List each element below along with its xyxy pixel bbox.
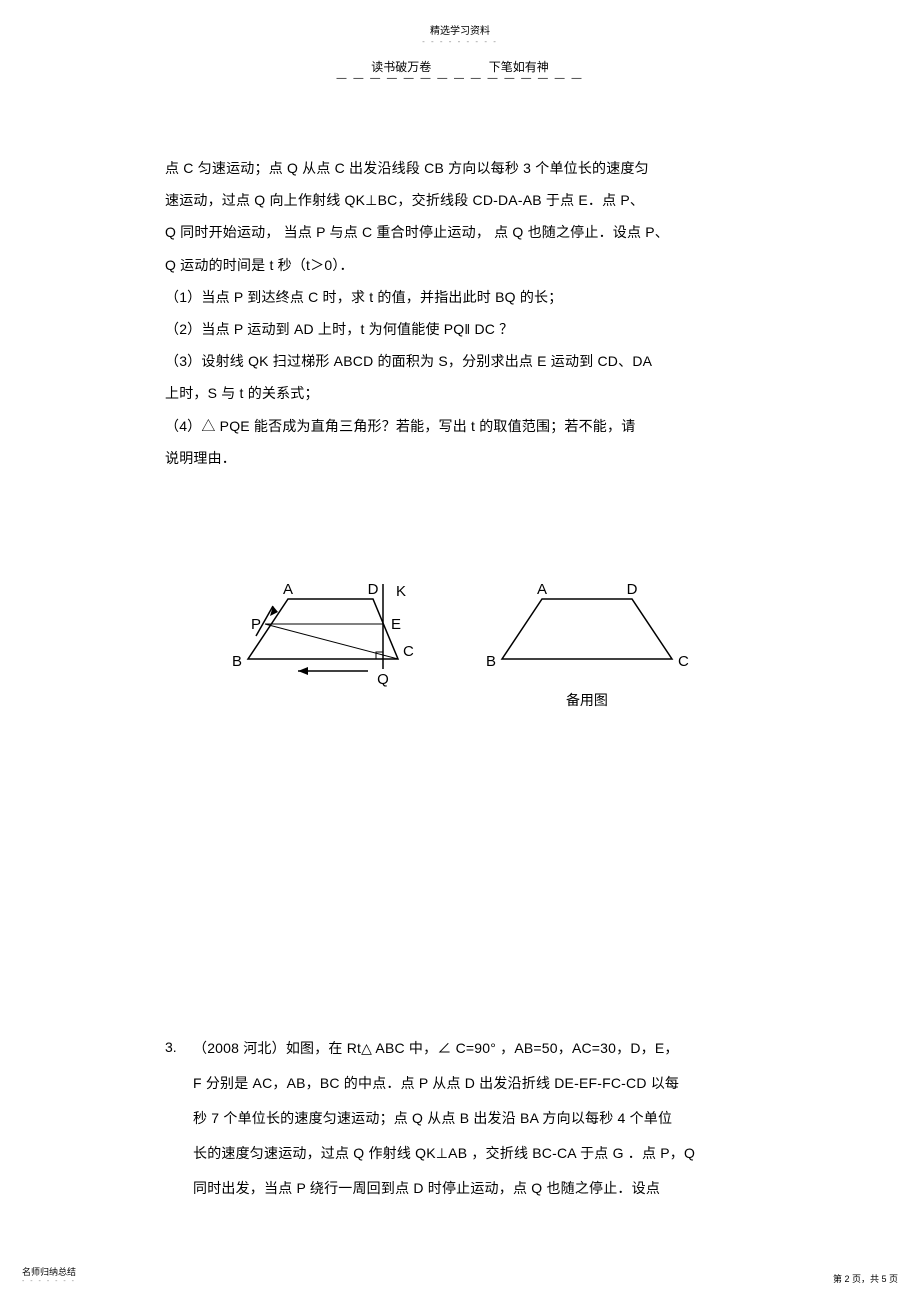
d1-label-C: C bbox=[403, 643, 414, 660]
body-line-3: Q 同时开始运动， 当点 P 与点 C 重合时停止运动， 点 Q 也随之停止．设… bbox=[165, 216, 755, 248]
p3-line-3: 秒 7 个单位长的速度匀速运动；点 Q 从点 B 出发沿 BA 方向以每秒 4 … bbox=[193, 1101, 755, 1136]
d2-label-B: B bbox=[486, 653, 496, 669]
p3-line-4: 长的速度匀速运动，过点 Q 作射线 QK⊥AB ，交折线 BC-CA 于点 G … bbox=[193, 1136, 755, 1171]
p3-line-5: 同时出发，当点 P 绕行一周回到点 D 时停止运动，点 Q 也随之停止．设点 bbox=[193, 1171, 755, 1206]
body-line-5: （1）当点 P 到达终点 C 时，求 t 的值，并指出此时 BQ 的长； bbox=[165, 281, 755, 313]
header-sub-right: 下笔如有神 bbox=[483, 60, 555, 74]
body-line-10: 说明理由． bbox=[165, 442, 755, 474]
diagram-1: A D K P E B C Q bbox=[228, 574, 438, 689]
body-line-9: （4）△ PQE 能否成为直角三角形？若能，写出 t 的取值范围；若不能，请 bbox=[165, 410, 755, 442]
header-dots: - - - - - - - - - bbox=[0, 37, 920, 46]
content-body: 点 C 匀速运动；点 Q 从点 C 出发沿线段 CB 方向以每秒 3 个单位长的… bbox=[0, 84, 920, 1206]
d1-label-E: E bbox=[391, 616, 401, 633]
d2-label-A: A bbox=[537, 581, 547, 598]
p3-line-2: F 分别是 AC，AB，BC 的中点．点 P 从点 D 出发沿折线 DE-EF-… bbox=[193, 1066, 755, 1101]
d2-label-C: C bbox=[678, 653, 689, 669]
body-line-7: （3）设射线 QK 扫过梯形 ABCD 的面积为 S，分别求出点 E 运动到 C… bbox=[165, 345, 755, 377]
d1-label-K: K bbox=[396, 583, 406, 600]
d2-label-D: D bbox=[627, 581, 638, 598]
p3-number: 3. bbox=[165, 1031, 193, 1206]
body-line-8: 上时，S 与 t 的关系式； bbox=[165, 377, 755, 409]
diagram-2: A D B C bbox=[482, 574, 692, 669]
header-top: 精选学习资料 bbox=[0, 0, 920, 37]
problem-3: 3. （2008 河北）如图，在 Rt△ ABC 中，∠ C=90° ，AB=5… bbox=[165, 1031, 755, 1206]
header-dashes: — — — — — — — — — — — — — — — bbox=[0, 73, 920, 84]
body-line-1: 点 C 匀速运动；点 Q 从点 C 出发沿线段 CB 方向以每秒 3 个单位长的… bbox=[165, 152, 755, 184]
d1-label-D: D bbox=[368, 581, 379, 598]
body-line-6: （2）当点 P 运动到 AD 上时，t 为何值能使 PQ‖ DC ？ bbox=[165, 313, 755, 345]
footer-left: 名师归纳总结 - - - - - - - bbox=[22, 1265, 76, 1285]
p3-line-1: （2008 河北）如图，在 Rt△ ABC 中，∠ C=90° ，AB=50，A… bbox=[193, 1031, 755, 1066]
body-line-4: Q 运动的时间是 t 秒（t＞0）． bbox=[165, 249, 755, 281]
footer-left-dots: - - - - - - - bbox=[22, 1278, 76, 1285]
footer-right: 第 2 页，共 5 页 bbox=[833, 1272, 898, 1285]
p3-body: （2008 河北）如图，在 Rt△ ABC 中，∠ C=90° ，AB=50，A… bbox=[193, 1031, 755, 1206]
footer-left-text: 名师归纳总结 bbox=[22, 1265, 76, 1278]
body-line-2: 速运动，过点 Q 向上作射线 QK⊥BC，交折线段 CD-DA-AB 于点 E．… bbox=[165, 184, 755, 216]
header-sub-left: 读书破万卷 bbox=[365, 60, 437, 74]
d1-label-B: B bbox=[232, 653, 242, 670]
diagram-2-caption: 备用图 bbox=[482, 684, 692, 716]
d1-label-P: P bbox=[251, 616, 261, 633]
diagrams-row: A D K P E B C Q A D B C 备用图 bbox=[165, 574, 755, 716]
d1-label-A: A bbox=[283, 581, 293, 598]
d1-label-Q: Q bbox=[377, 671, 389, 688]
